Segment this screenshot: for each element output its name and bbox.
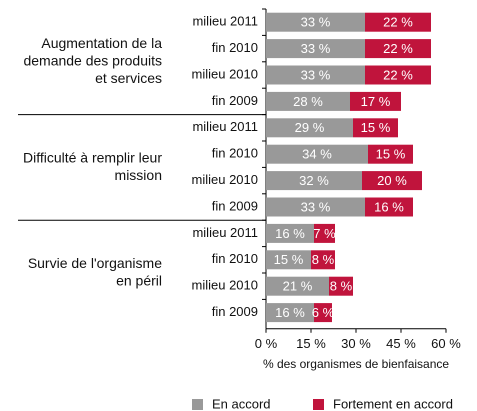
data-label: 28 % xyxy=(293,94,323,109)
category-label: fin 2010 xyxy=(212,40,258,55)
data-label: 20 % xyxy=(377,173,407,188)
bar-segment xyxy=(266,276,329,296)
group-label: demande des produits xyxy=(23,53,162,69)
bar-segment xyxy=(314,303,332,323)
data-label: 8 % xyxy=(330,279,353,294)
bar-segment xyxy=(266,12,365,32)
data-label: 8 % xyxy=(312,252,335,267)
data-label: 7 % xyxy=(313,226,336,241)
bar-segment xyxy=(266,223,314,243)
data-label: 29 % xyxy=(295,120,325,135)
bar-segment xyxy=(266,197,365,217)
group-label: et services xyxy=(95,70,162,86)
category-label: milieu 2011 xyxy=(192,225,258,240)
legend-swatch xyxy=(192,399,203,410)
bar-segment xyxy=(329,276,353,296)
bar-segment xyxy=(266,171,362,191)
x-tick-label: 30 % xyxy=(341,336,371,351)
bar-segment xyxy=(365,197,413,217)
category-label: milieu 2011 xyxy=(192,14,258,29)
x-tick-label: 60 % xyxy=(431,336,461,351)
category-label: fin 2009 xyxy=(212,304,258,319)
bar-segment xyxy=(266,65,365,85)
bar-segment xyxy=(353,118,398,138)
category-label: milieu 2011 xyxy=(192,119,258,134)
legend-label: En accord xyxy=(212,396,271,411)
group-label: en péril xyxy=(116,272,162,288)
group-label: Augmentation de la xyxy=(41,35,162,51)
bar-segment xyxy=(266,144,368,164)
data-label: 15 % xyxy=(274,252,304,267)
data-label: 15 % xyxy=(376,147,406,162)
data-label: 21 % xyxy=(283,279,313,294)
x-tick-label: 0 % xyxy=(255,336,278,351)
legend-label: Fortement en accord xyxy=(333,396,453,411)
bar-segment xyxy=(362,171,422,191)
category-label: fin 2010 xyxy=(212,251,258,266)
bar-segment xyxy=(266,303,314,323)
group-label: mission xyxy=(115,167,162,183)
data-label: 33 % xyxy=(301,15,331,30)
data-label: 32 % xyxy=(299,173,329,188)
bar-segment xyxy=(365,39,431,59)
bar-segment xyxy=(266,250,311,270)
category-label: fin 2009 xyxy=(212,198,258,213)
category-label: milieu 2010 xyxy=(192,172,259,187)
bar-segment xyxy=(311,250,335,270)
data-label: 34 % xyxy=(302,147,332,162)
data-label: 15 % xyxy=(361,120,391,135)
category-label: fin 2009 xyxy=(212,93,258,108)
data-label: 16 % xyxy=(275,226,305,241)
data-label: 16 % xyxy=(275,305,305,320)
bar-segment xyxy=(266,39,365,59)
x-tick-label: 15 % xyxy=(296,336,326,351)
data-label: 22 % xyxy=(383,67,413,82)
group-label: Difficulté à remplir leur xyxy=(23,149,162,165)
bar-segment xyxy=(314,223,335,243)
data-label: 22 % xyxy=(383,41,413,56)
data-label: 6 % xyxy=(312,305,335,320)
data-label: 17 % xyxy=(361,94,391,109)
bar-segment xyxy=(365,12,431,32)
data-label: 33 % xyxy=(301,199,331,214)
bar-segment xyxy=(365,65,431,85)
bar-segment xyxy=(368,144,413,164)
bar-segment xyxy=(266,91,350,111)
data-label: 16 % xyxy=(374,199,404,214)
data-label: 33 % xyxy=(301,67,331,82)
x-axis-label: % des organismes de bienfaisance xyxy=(263,357,449,371)
legend-swatch xyxy=(313,399,324,410)
bar-segment xyxy=(266,118,353,138)
bar-segment xyxy=(350,91,401,111)
category-label: fin 2010 xyxy=(212,146,258,161)
x-tick-label: 45 % xyxy=(386,336,416,351)
category-label: milieu 2010 xyxy=(192,66,259,81)
category-label: milieu 2010 xyxy=(192,278,259,293)
data-label: 33 % xyxy=(301,41,331,56)
group-label: Survie de l'organisme xyxy=(28,255,162,271)
data-label: 22 % xyxy=(383,15,413,30)
